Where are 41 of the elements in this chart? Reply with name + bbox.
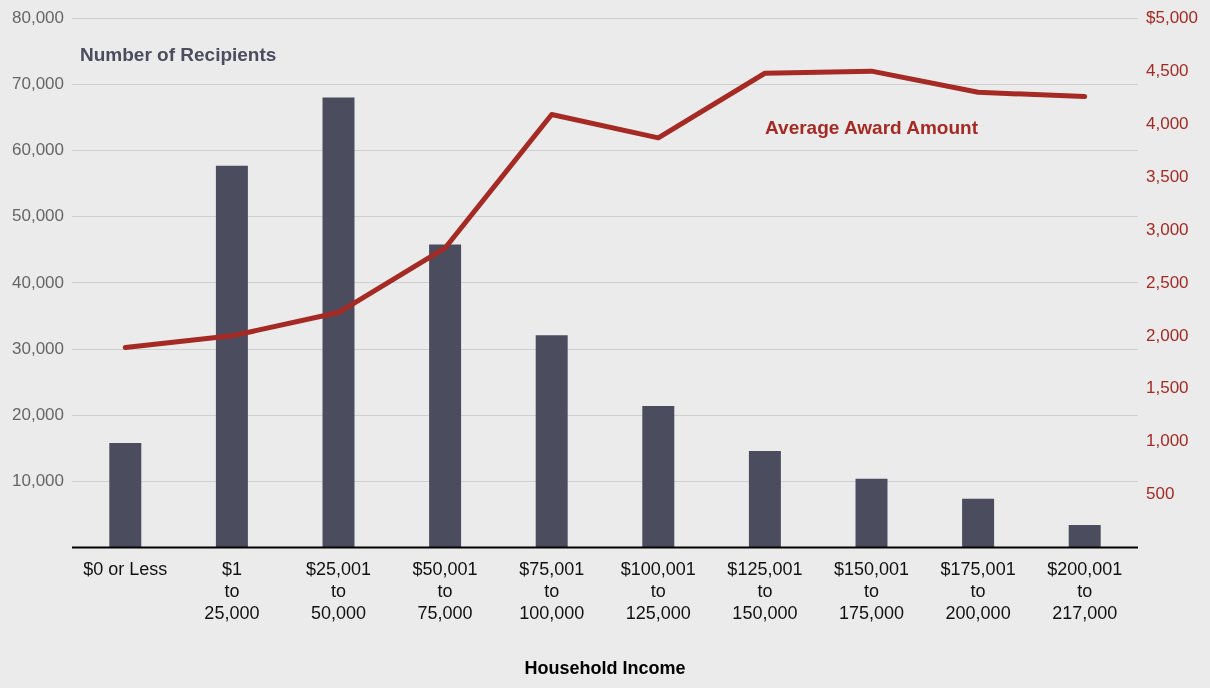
x-tick-label: $50,001 to 75,000 [412, 559, 478, 623]
y-tick-label: 10,000 [12, 471, 64, 491]
bar [642, 405, 675, 548]
y-tick-label: 20,000 [12, 404, 64, 424]
bar [748, 450, 781, 548]
y-tick-label: 70,000 [12, 74, 64, 94]
bar [855, 478, 888, 548]
y2-tick-label: 2,000 [1146, 325, 1189, 345]
text: Number of Recipients [80, 44, 277, 66]
x-tick-label: $25,001 to 50,000 [305, 559, 372, 623]
x-tick-label: $150,001 to 175,000 [833, 559, 910, 623]
y-tick-label: 30,000 [12, 338, 64, 358]
x-tick-label: $200,001 to 217,000 [1047, 559, 1123, 623]
y-tick-label: 80,000 [12, 7, 64, 27]
x-tick-label: $1 to 25,000 [204, 559, 260, 623]
y2-tick-label: $5,000 [1146, 7, 1198, 27]
y2-tick-label: 3,500 [1146, 166, 1189, 186]
x-axis-title: Household Income [524, 658, 686, 679]
x-tick-label: $0 or Less [83, 559, 168, 580]
y2-tick-label: 3,000 [1146, 219, 1189, 239]
y2-tick-label: 1,000 [1146, 431, 1189, 451]
bar [109, 443, 142, 548]
x-tick-label: $175,001 to 200,000 [940, 559, 1016, 623]
y2-tick-label: 4,000 [1146, 113, 1189, 133]
y-tick-label: 40,000 [12, 272, 64, 292]
series-label: Average Award Amount [765, 117, 979, 139]
bar [215, 165, 248, 548]
x-tick-label: $125,001 to 150,000 [727, 559, 803, 623]
y2-tick-label: 500 [1146, 484, 1175, 504]
bar [322, 97, 355, 548]
x-tick-label: $100,001 to 125,000 [620, 559, 696, 623]
y-tick-label: 60,000 [12, 140, 64, 160]
y2-tick-label: 2,500 [1146, 272, 1189, 292]
y-tick-label: 50,000 [12, 206, 64, 226]
bar [962, 498, 995, 548]
x-tick-label: $75,001 to 100,000 [519, 559, 585, 623]
y2-tick-label: 1,500 [1146, 378, 1189, 398]
y2-tick-label: 4,500 [1146, 60, 1189, 80]
bar [1068, 525, 1101, 548]
bar [429, 244, 462, 548]
bar [535, 335, 568, 548]
